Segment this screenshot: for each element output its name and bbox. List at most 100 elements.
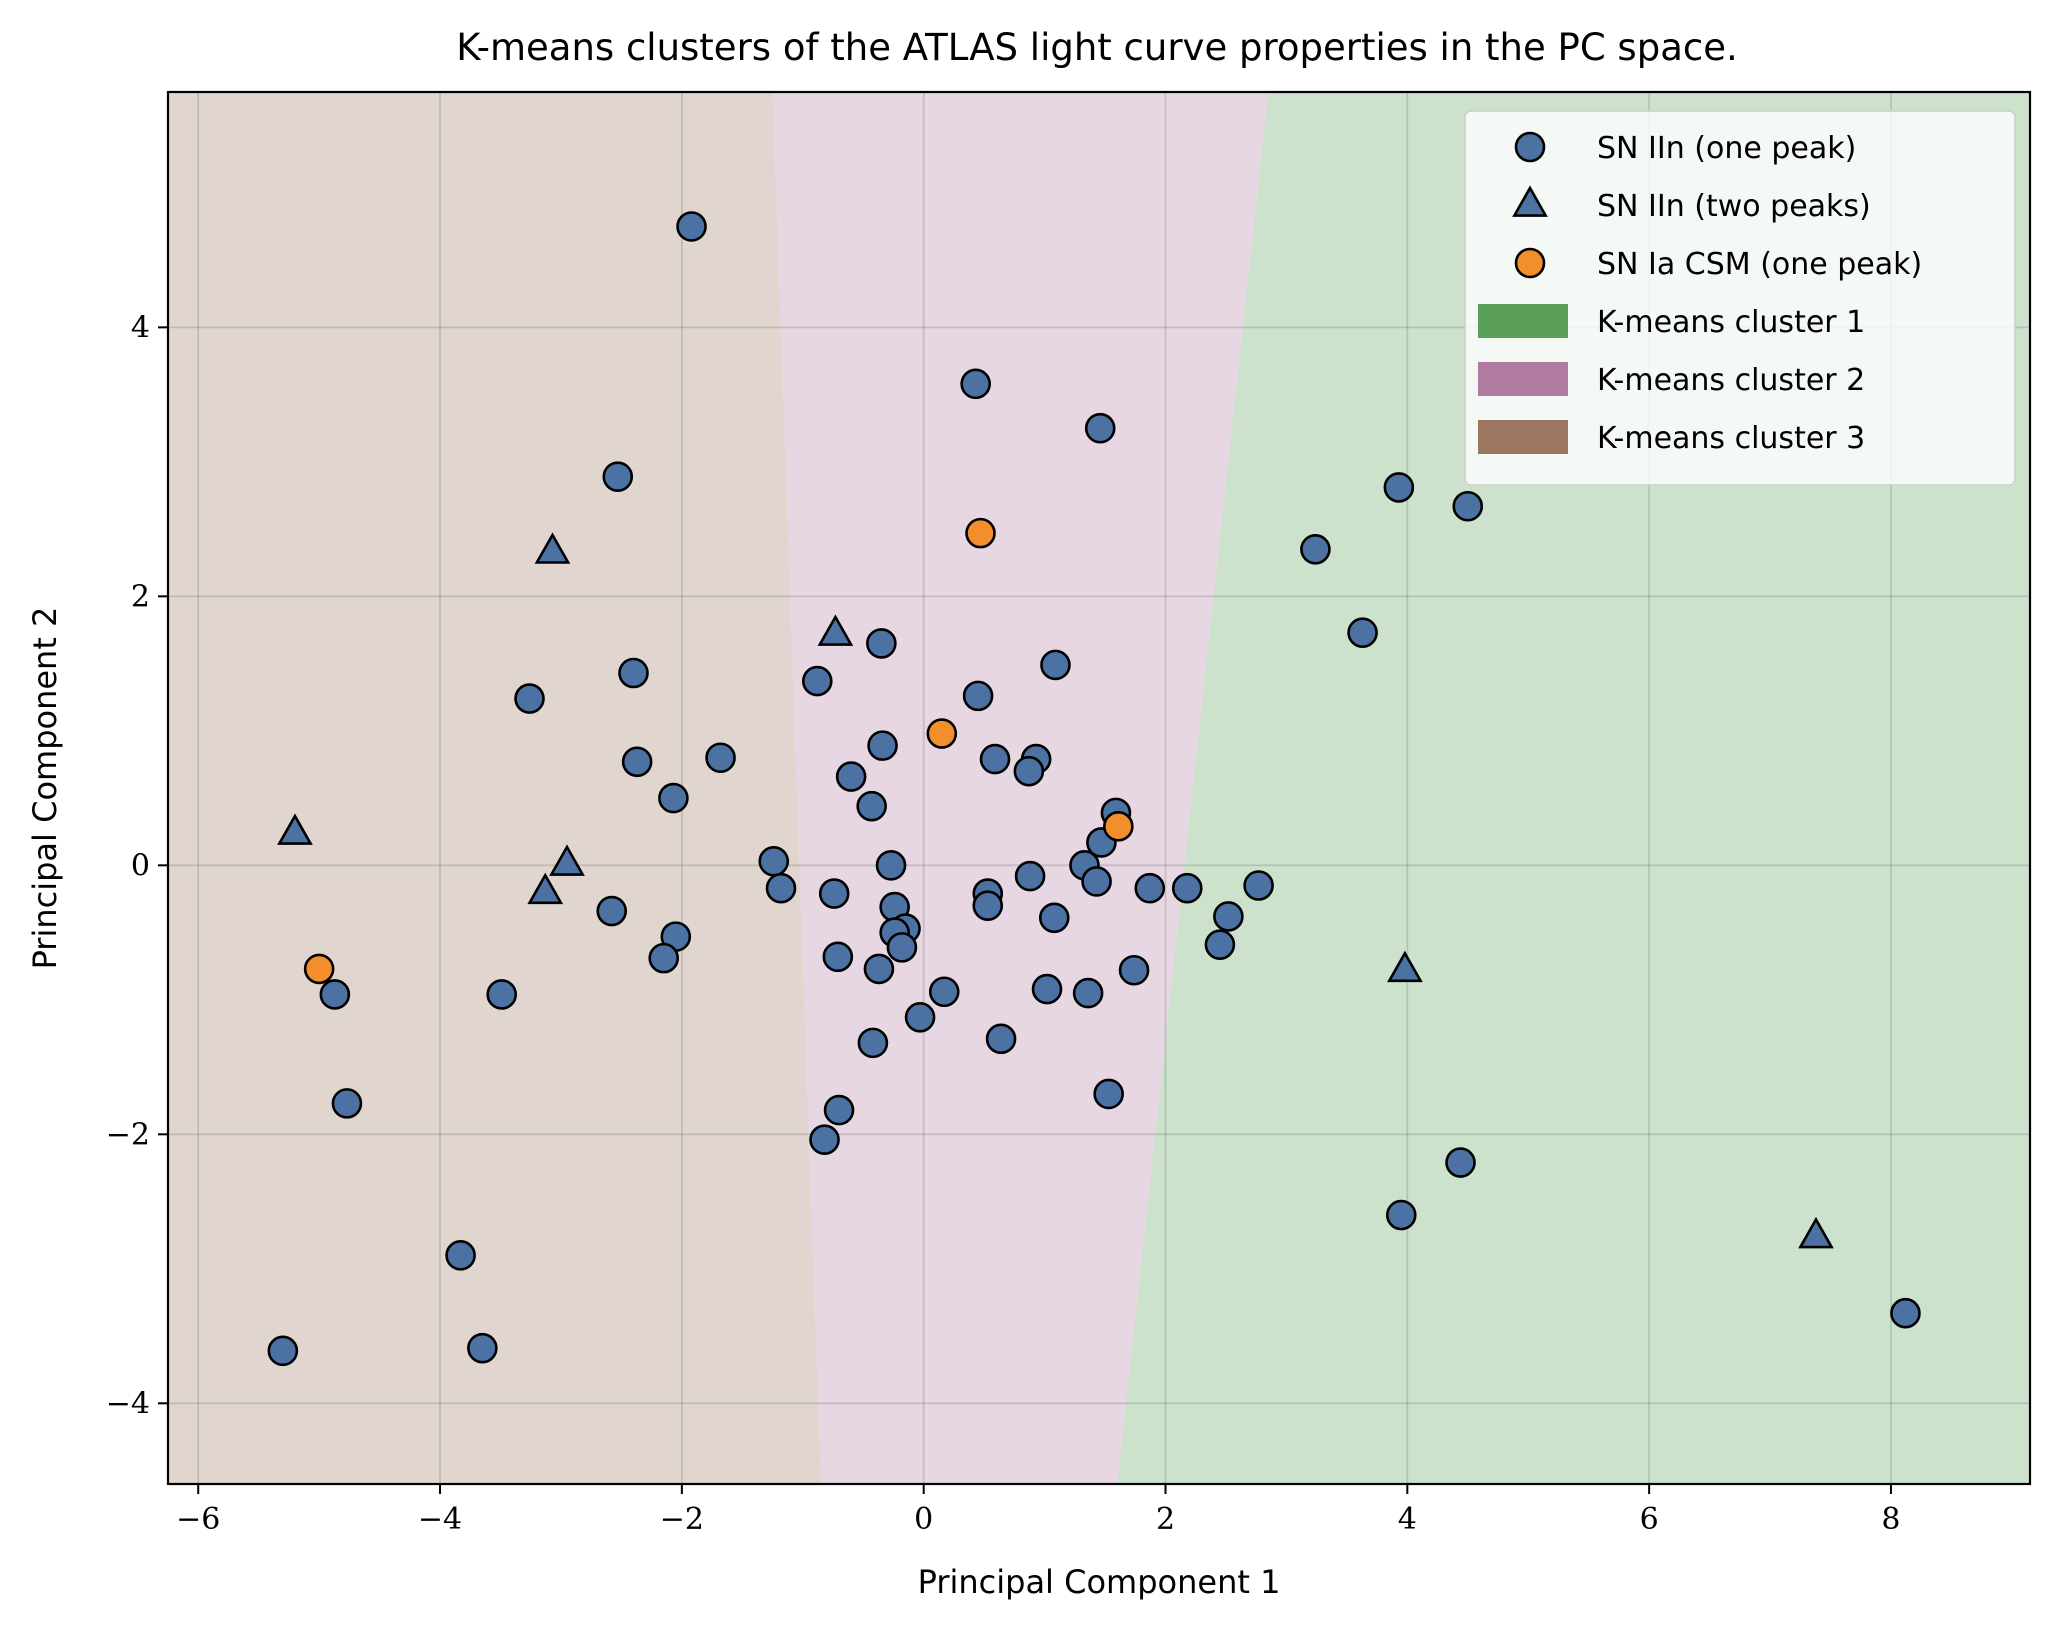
data-point: [1213, 901, 1244, 932]
data-point: [886, 932, 918, 963]
legend-marker: [1514, 131, 1546, 163]
x-axis-label: Principal Component 1: [918, 1563, 1281, 1601]
plot-frame: [166, 90, 2032, 1486]
y-tick-label: 0: [131, 848, 150, 883]
data-point: [1243, 870, 1274, 901]
data-point: [648, 942, 680, 974]
legend-label: SN IIn (one peak): [1597, 131, 1856, 166]
y-axis-label: Principal Component 2: [26, 607, 64, 970]
cluster-region-3: [168, 92, 821, 1484]
legend-label: K-means cluster 2: [1597, 363, 1865, 398]
data-point: [758, 845, 790, 877]
data-point: [1118, 954, 1150, 986]
series-sn-iin-two-peaks-: [277, 532, 1834, 1249]
data-point: [1103, 811, 1134, 842]
data-point: [705, 742, 736, 774]
data-point: [979, 743, 1011, 775]
data-point: [904, 1002, 936, 1033]
data-point: [1072, 977, 1104, 1009]
data-point: [1014, 860, 1046, 892]
axis-ticks: −6 −4 −2 0 2 4 6 8 −4 −2 0 2 4: [106, 310, 1901, 1537]
data-point: [1134, 872, 1166, 904]
data-point: [445, 1240, 476, 1271]
data-point: [875, 850, 907, 881]
data-point: [1204, 929, 1236, 960]
data-point: [319, 979, 351, 1010]
data-point: [965, 517, 996, 549]
data-point: [1387, 950, 1423, 983]
legend-swatch: [1478, 420, 1568, 454]
x-tick-label: −6: [176, 1502, 220, 1537]
data-point: [765, 872, 797, 904]
legend-marker: [1514, 247, 1546, 279]
data-point: [534, 532, 571, 564]
data-point: [1890, 1297, 1921, 1329]
data-point: [277, 813, 313, 845]
data-point: [863, 953, 895, 985]
data-point: [1347, 617, 1378, 648]
data-point: [602, 461, 634, 492]
data-point: [960, 368, 991, 400]
data-point: [866, 628, 897, 659]
series-sn-ia-csm-one-peak-: [303, 517, 1134, 985]
data-point: [303, 953, 335, 985]
data-point: [527, 872, 564, 905]
data-point: [618, 657, 649, 689]
data-point: [1031, 973, 1063, 1005]
data-point: [823, 1094, 855, 1126]
x-tick-label: 8: [1881, 1502, 1900, 1537]
data-point: [467, 1332, 498, 1364]
data-point: [514, 683, 545, 714]
data-point: [856, 790, 887, 822]
legend: SN IIn (one peak) SN IIn (two peaks) SN Ia…: [1464, 110, 2016, 486]
data-point: [857, 1027, 889, 1059]
x-tick-label: 2: [1156, 1502, 1175, 1537]
data-point: [1445, 1147, 1476, 1178]
y-tick-label: 2: [131, 579, 150, 614]
y-tick-label: 4: [131, 310, 150, 345]
data-point: [1013, 755, 1045, 787]
data-points: [267, 211, 1921, 1367]
data-point: [817, 614, 854, 646]
data-point: [1452, 490, 1484, 522]
data-point: [621, 746, 653, 778]
data-point: [331, 1088, 363, 1119]
data-point: [549, 844, 585, 876]
data-point: [596, 895, 628, 927]
data-point: [1093, 1078, 1124, 1110]
data-point: [818, 878, 850, 909]
legend-box: [1464, 110, 2016, 486]
data-point: [1084, 412, 1116, 444]
legend-swatch: [1478, 362, 1568, 396]
chart-title: K-means clusters of the ATLAS light curv…: [456, 26, 1738, 69]
data-point: [926, 718, 958, 749]
data-point: [928, 976, 960, 1008]
data-point: [1171, 872, 1203, 904]
legend-label: K-means cluster 3: [1597, 421, 1865, 456]
data-point: [1383, 472, 1415, 503]
data-point: [962, 680, 994, 712]
x-tick-label: 4: [1398, 1502, 1417, 1537]
data-point: [835, 761, 867, 792]
data-point: [1385, 1199, 1417, 1231]
data-point: [1038, 902, 1070, 934]
legend-swatch: [1478, 304, 1568, 338]
legend-label: SN IIn (two peaks): [1597, 189, 1871, 224]
data-point: [801, 665, 833, 697]
data-point: [822, 941, 854, 973]
data-point: [867, 730, 898, 761]
legend-label: SN Ia CSM (one peak): [1597, 247, 1922, 282]
legend-marker: [1512, 185, 1548, 217]
x-tick-label: −2: [660, 1502, 704, 1537]
data-point: [658, 782, 689, 814]
data-point: [972, 890, 1004, 921]
data-point: [486, 979, 518, 1010]
data-point: [1081, 866, 1112, 897]
x-tick-label: 0: [914, 1502, 933, 1537]
legend-label: K-means cluster 1: [1597, 305, 1865, 340]
y-tick-label: −2: [106, 1117, 150, 1152]
x-tick-label: −4: [418, 1502, 462, 1537]
data-point: [1798, 1216, 1834, 1249]
cluster-region-2: [772, 92, 1269, 1484]
